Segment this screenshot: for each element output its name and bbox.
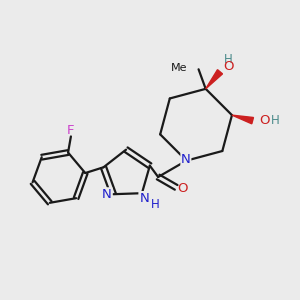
Polygon shape: [232, 115, 254, 124]
Text: N: N: [140, 192, 149, 205]
Text: H: H: [271, 114, 280, 127]
Text: N: N: [102, 188, 112, 201]
Text: O: O: [259, 114, 270, 127]
Text: O: O: [223, 60, 234, 73]
Text: F: F: [67, 124, 75, 137]
Text: O: O: [177, 182, 188, 195]
Text: H: H: [224, 53, 233, 66]
Text: N: N: [181, 153, 191, 166]
Text: H: H: [151, 198, 160, 211]
Polygon shape: [206, 70, 223, 89]
Text: Me: Me: [171, 63, 187, 73]
